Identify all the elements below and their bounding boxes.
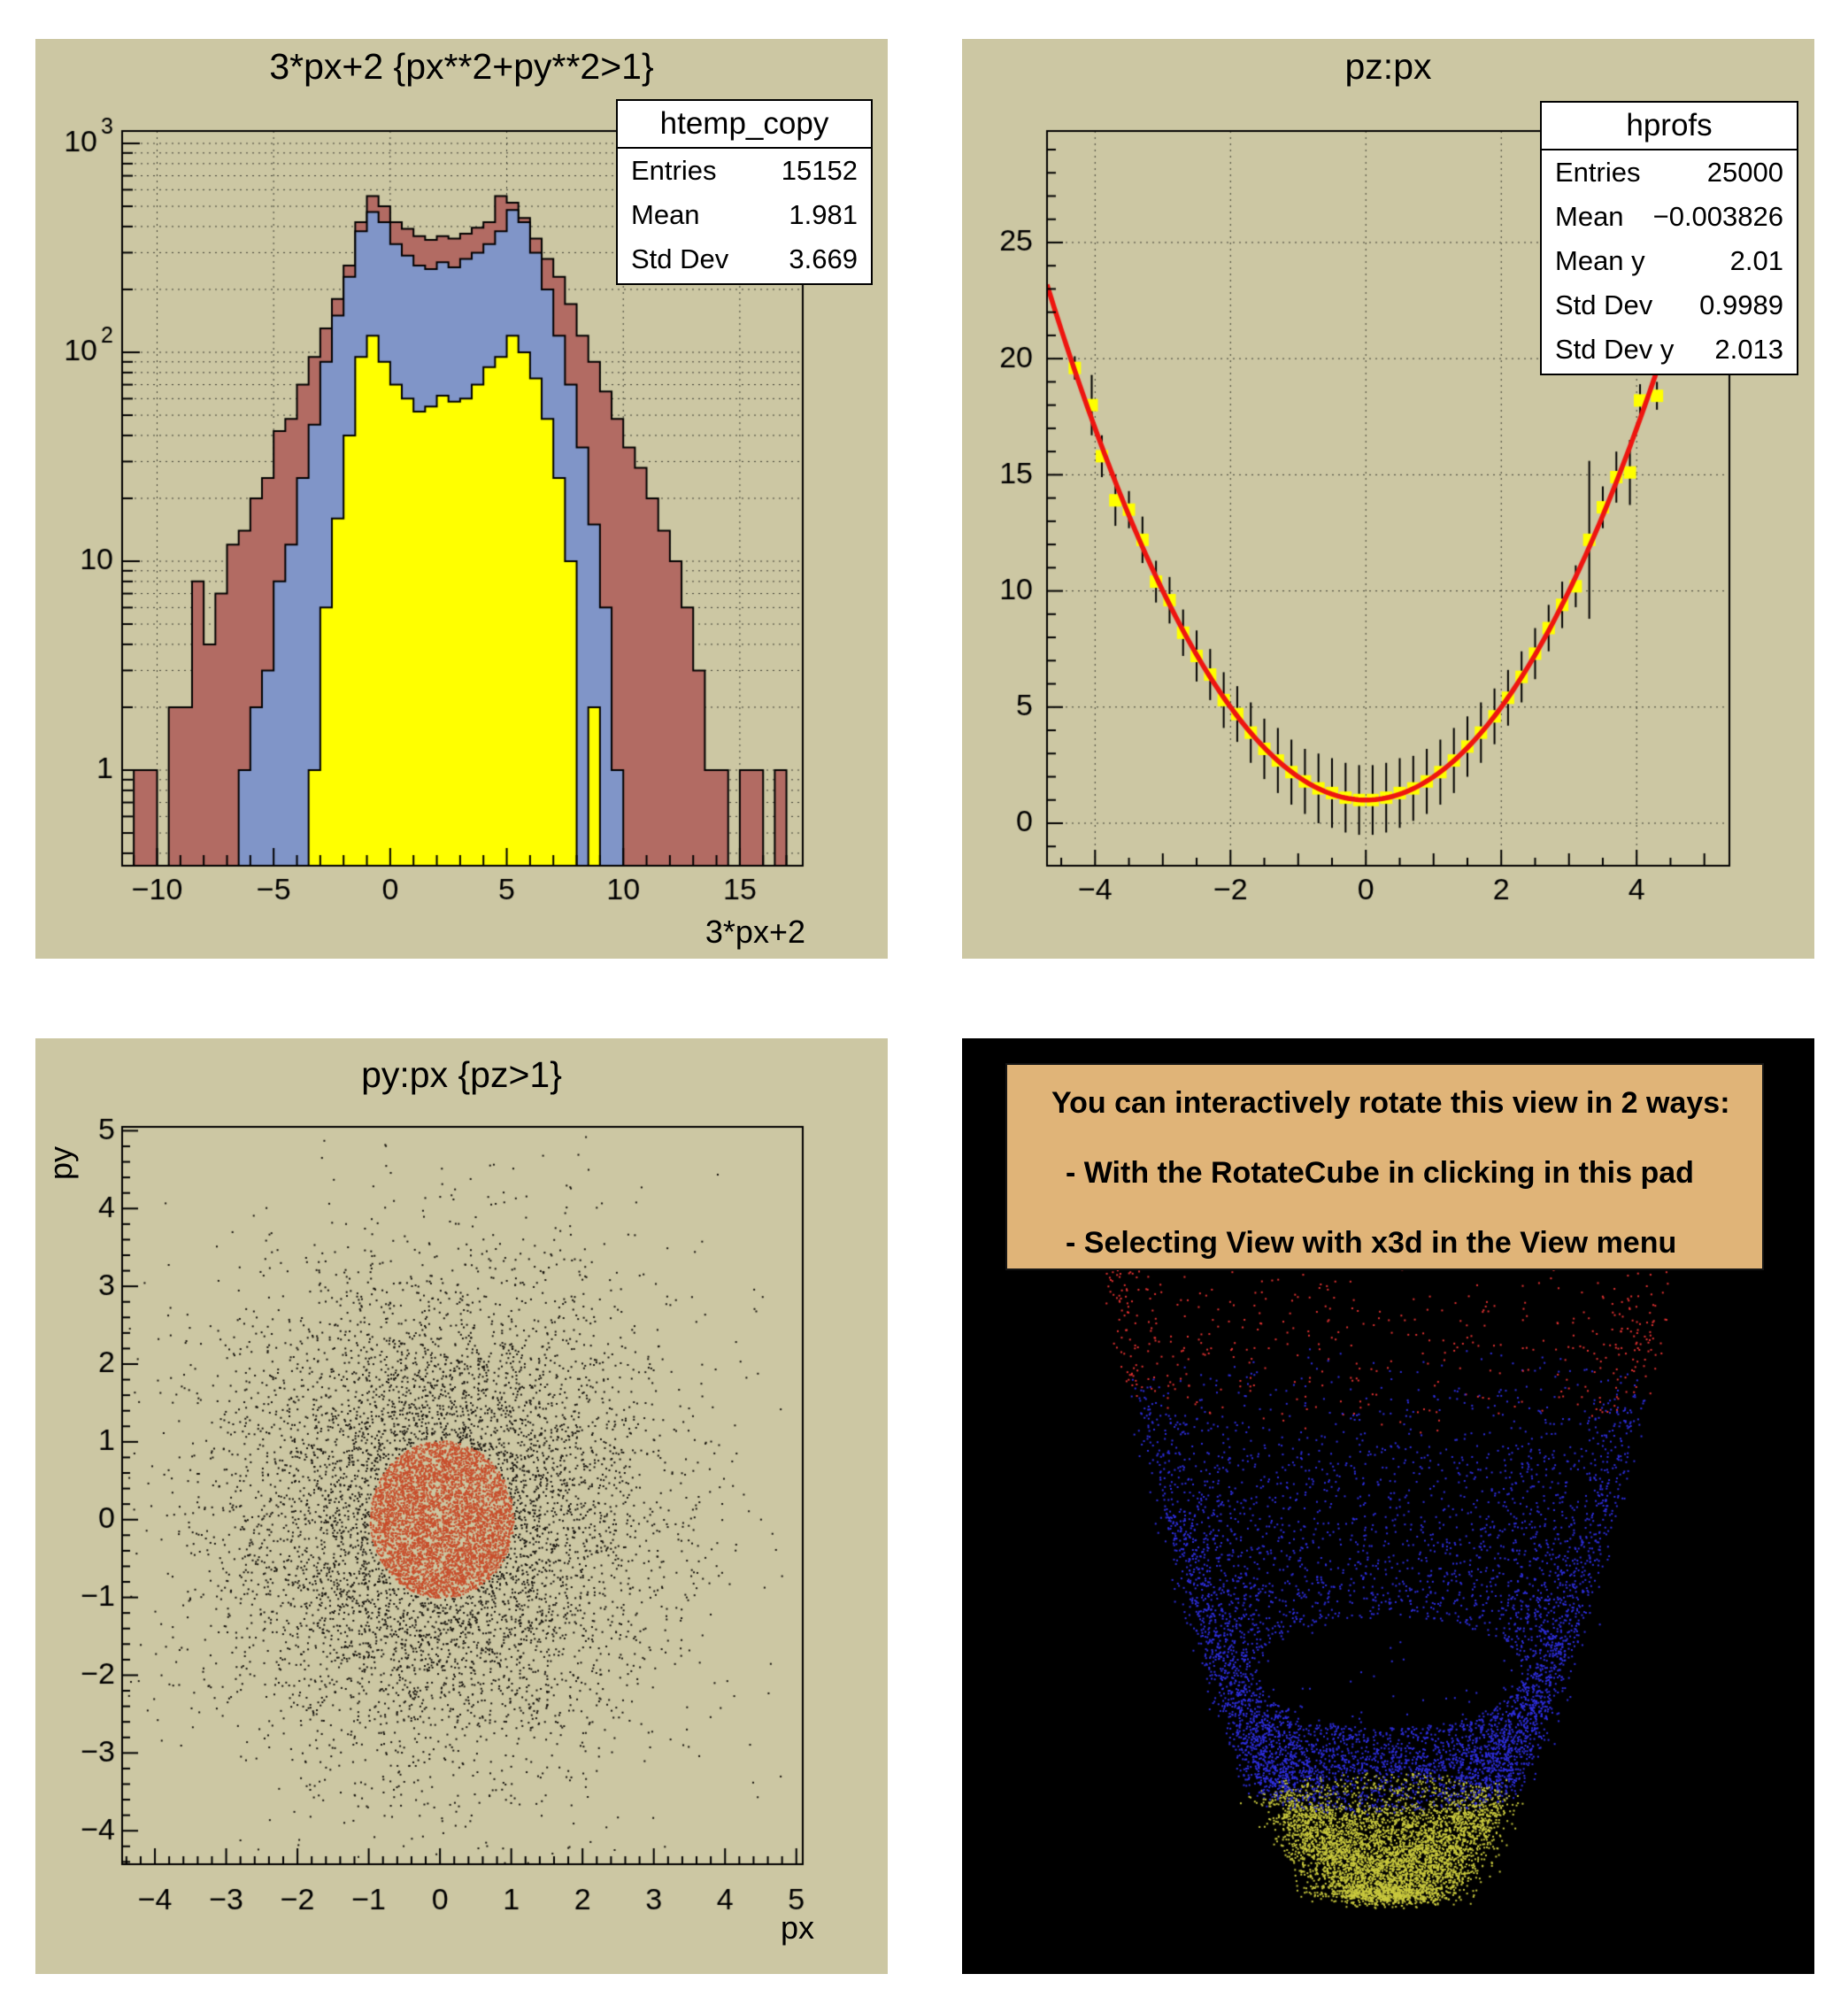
info-line: You can interactively rotate this view i… — [1051, 1086, 1730, 1120]
stats-box-htemp-copy[interactable]: htemp_copy Entries 15152 Mean 1.981 Std … — [616, 99, 873, 285]
stats-label: Mean — [1555, 201, 1624, 232]
stats-row: Std Dev 3.669 — [618, 237, 871, 281]
pad-scatter[interactable]: py:px {pz>1} px py — [35, 1038, 888, 1974]
stats-row: Std Dev 0.9989 — [1542, 283, 1797, 328]
profile-title: pz:px — [1344, 46, 1432, 87]
scatter-canvas[interactable] — [35, 1038, 888, 1974]
pad-3d-view[interactable]: You can interactively rotate this view i… — [962, 1038, 1814, 1974]
stats-value: 1.981 — [789, 199, 858, 230]
stats-label: Mean y — [1555, 245, 1645, 276]
stats-label: Mean — [631, 199, 700, 230]
stats-row: Mean −0.003826 — [1542, 195, 1797, 239]
scatter-y-axis-label: py — [42, 1145, 80, 1181]
stats-row: Entries 15152 — [618, 149, 871, 193]
info-line: - With the RotateCube in clicking in thi… — [1066, 1156, 1694, 1190]
pad-histogram[interactable]: 3*px+2 {px**2+py**2>1} 3*px+2 htemp_copy… — [35, 39, 888, 959]
stats-row: Mean y 2.01 — [1542, 239, 1797, 283]
histogram-x-axis-label: 3*px+2 — [705, 914, 805, 950]
stats-label: Std Dev — [1555, 289, 1653, 320]
stats-value: 2.013 — [1714, 334, 1783, 365]
stats-value: −0.003826 — [1652, 201, 1783, 232]
stats-box-hprofs[interactable]: hprofs Entries 25000 Mean −0.003826 Mean… — [1540, 101, 1798, 375]
stats-label: Entries — [1555, 157, 1641, 188]
stats-value: 15152 — [781, 155, 858, 186]
stats-box-title: htemp_copy — [618, 101, 871, 149]
stats-label: Std Dev — [631, 243, 729, 274]
stats-box-title: hprofs — [1542, 103, 1797, 150]
stats-row: Entries 25000 — [1542, 150, 1797, 195]
histogram-title: 3*px+2 {px**2+py**2>1} — [269, 46, 654, 87]
info-line: - Selecting View with x3d in the View me… — [1066, 1226, 1677, 1260]
stats-label: Std Dev y — [1555, 334, 1675, 365]
stats-value: 0.9989 — [1699, 289, 1783, 320]
rotate-info-pave[interactable]: You can interactively rotate this view i… — [1005, 1063, 1764, 1270]
scatter-x-axis-label: px — [780, 1909, 814, 1946]
stats-value: 2.01 — [1729, 245, 1783, 276]
stats-row: Std Dev y 2.013 — [1542, 328, 1797, 372]
stats-label: Entries — [631, 155, 717, 186]
pad-profile[interactable]: pz:px hprofs Entries 25000 Mean −0.00382… — [962, 39, 1814, 959]
stats-row: Mean 1.981 — [618, 193, 871, 237]
stats-value: 25000 — [1706, 157, 1783, 188]
scatter-title: py:px {pz>1} — [361, 1054, 562, 1095]
stats-value: 3.669 — [789, 243, 858, 274]
